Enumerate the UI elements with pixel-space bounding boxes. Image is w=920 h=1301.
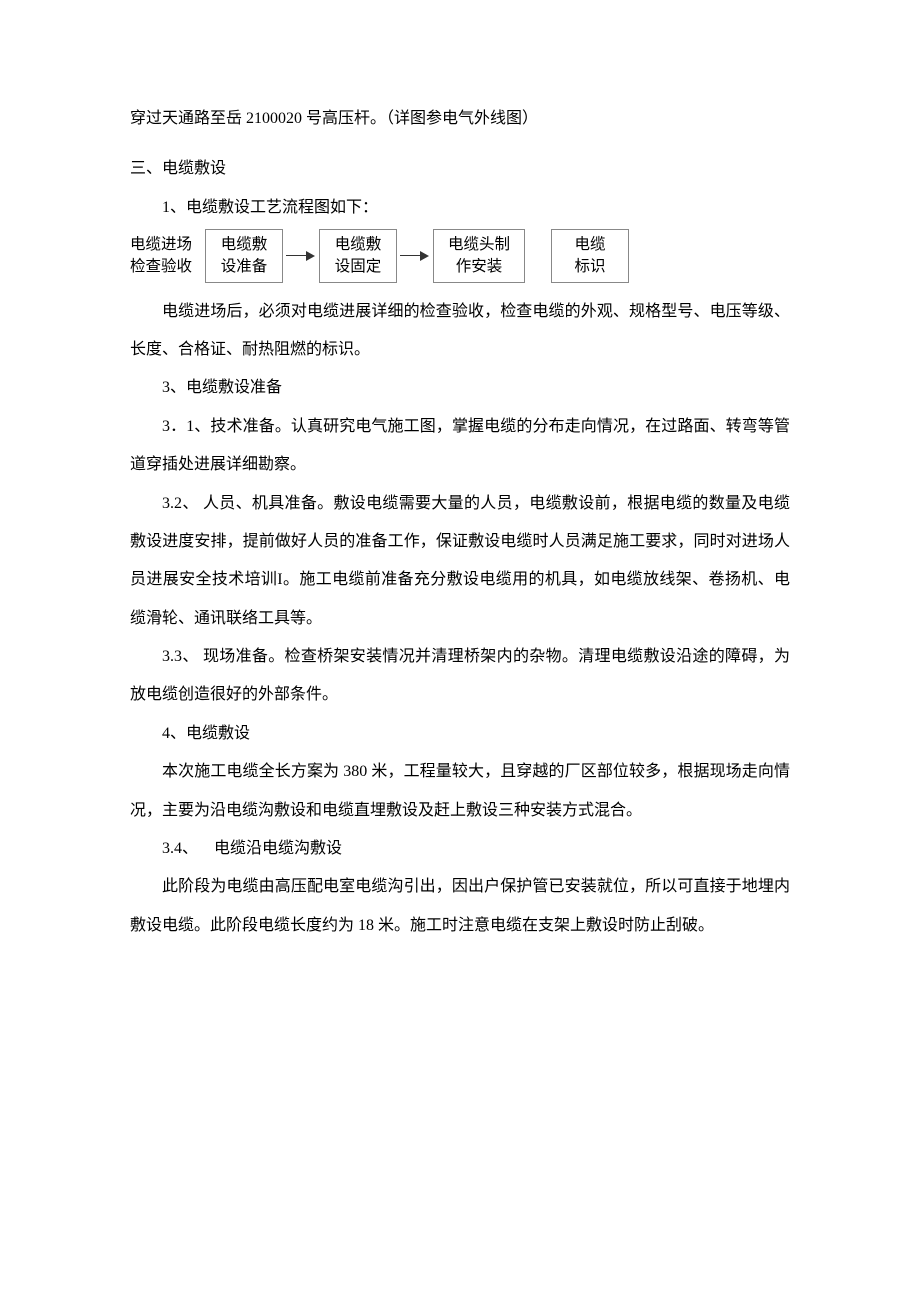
paragraph-lead: 穿过天通路至岳 2100020 号高压杆。（详图参电气外线图） bbox=[130, 100, 790, 138]
flow-box-5: 电缆 标识 bbox=[551, 229, 629, 282]
paragraph-4: 本次施工电缆全长方案为 380 米，工程量较大，且穿越的厂区部位较多，根据现场走… bbox=[130, 753, 790, 830]
flow-box-3: 电缆敷 设固定 bbox=[319, 229, 397, 282]
flowchart: 电缆进场 检查验收 电缆敷 设准备 电缆敷 设固定 电缆头制 作安装 电缆 标识 bbox=[130, 229, 790, 282]
item-3-title: 3、电缆敷设准备 bbox=[130, 369, 790, 407]
paragraph-3-2: 3.2、 人员、机具准备。敷设电缆需要大量的人员，电缆敷设前，根据电缆的数量及电… bbox=[130, 485, 790, 639]
paragraph-3-3: 3.3、 现场准备。检查桥架安装情况并清理桥架内的杂物。清理电缆敷设沿途的障碍，… bbox=[130, 638, 790, 715]
flow-box-4: 电缆头制 作安装 bbox=[433, 229, 525, 282]
flow-box-1: 电缆进场 检查验收 bbox=[130, 230, 202, 281]
item-4-title: 4、电缆敷设 bbox=[130, 715, 790, 753]
paragraph-inspection: 电缆进场后，必须对电缆进展详细的检查验收，检查电缆的外观、规格型号、电压等级、长… bbox=[130, 293, 790, 370]
flow-box-2: 电缆敷 设准备 bbox=[205, 229, 283, 282]
paragraph-5: 此阶段为电缆由高压配电室电缆沟引出，因出户保护管已安装就位，所以可直接于地埋内敷… bbox=[130, 868, 790, 945]
document-page: 穿过天通路至岳 2100020 号高压杆。（详图参电气外线图） 三、电缆敷设 1… bbox=[0, 0, 920, 1005]
paragraph-3-1: 3．1、技术准备。认真研究电气施工图，掌握电缆的分布走向情况，在过路面、转弯等管… bbox=[130, 408, 790, 485]
item-1-title: 1、电缆敷设工艺流程图如下： bbox=[130, 189, 790, 227]
arrow-icon bbox=[400, 250, 430, 262]
section-heading-3: 三、电缆敷设 bbox=[130, 150, 790, 188]
item-3-4-title: 3.4、 电缆沿电缆沟敷设 bbox=[162, 830, 790, 868]
arrow-icon bbox=[286, 250, 316, 262]
